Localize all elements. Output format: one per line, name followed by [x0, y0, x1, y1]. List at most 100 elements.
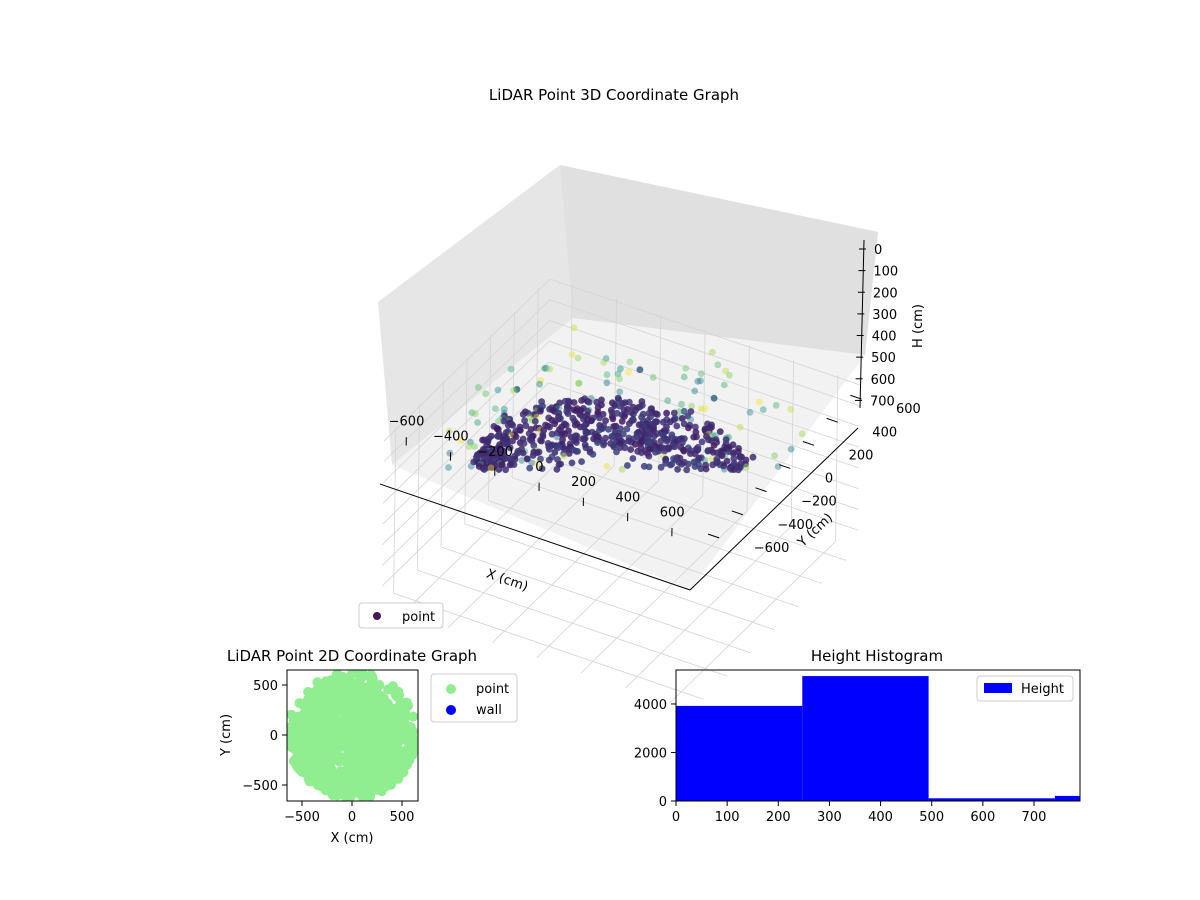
data-point — [399, 714, 410, 725]
scatter-points — [445, 324, 806, 474]
x-tick-label: 100 — [715, 810, 740, 825]
grid-line — [549, 320, 860, 427]
histogram-bar — [676, 705, 803, 801]
data-point — [500, 417, 508, 425]
data-point — [355, 739, 365, 750]
data-point — [488, 464, 496, 471]
data-point — [685, 460, 692, 468]
y-tick-mark — [755, 487, 767, 493]
y-ticks: −600 −400 −200 0 200 400 600 — [707, 394, 921, 556]
data-point — [530, 411, 538, 418]
y-tick-mark — [731, 510, 744, 516]
data-point — [363, 688, 374, 699]
legend-label-point: point — [402, 610, 435, 625]
z-tick-label: 100 — [873, 265, 898, 280]
data-point — [688, 402, 696, 410]
data-point — [609, 415, 617, 423]
legend-frame-histogram — [976, 675, 1074, 702]
y-tick-label: 4000 — [634, 698, 667, 713]
x-tick-label: −600 — [389, 415, 425, 430]
chart-2d: LiDAR Point 2D Coordinate Graph −500−500… — [219, 647, 518, 846]
data-point — [692, 423, 699, 431]
data-point — [610, 443, 618, 451]
data-point — [341, 769, 352, 780]
data-point — [401, 735, 412, 746]
data-point — [470, 458, 478, 466]
y-tick-label: 200 — [849, 448, 874, 463]
grid-line — [569, 284, 573, 451]
data-point — [617, 365, 624, 373]
data-point — [403, 700, 413, 711]
data-point — [334, 772, 345, 783]
data-point — [772, 401, 780, 409]
data-point — [326, 750, 337, 761]
histogram-bar — [802, 676, 929, 801]
data-point — [666, 418, 674, 426]
data-point — [702, 427, 709, 435]
data-point — [334, 671, 345, 682]
data-point — [385, 779, 396, 790]
z-axis-line — [859, 239, 865, 409]
data-point — [621, 444, 629, 452]
x-axis-label-2d: X (cm) — [331, 831, 374, 846]
chart-2d-title: LiDAR Point 2D Coordinate Graph — [227, 647, 477, 665]
data-point — [347, 677, 357, 688]
data-point — [629, 455, 637, 462]
grid-line — [548, 361, 859, 469]
data-point — [691, 387, 699, 395]
data-point — [596, 414, 603, 422]
legend-histogram: Height — [976, 675, 1074, 702]
data-point — [346, 670, 357, 680]
data-point — [504, 422, 512, 429]
data-point — [683, 466, 691, 474]
data-point — [687, 450, 694, 457]
y-tick-label: 600 — [896, 402, 921, 417]
data-point — [613, 448, 620, 456]
data-point — [408, 711, 418, 722]
data-point — [350, 688, 361, 699]
data-point — [678, 415, 686, 422]
data-point — [575, 380, 582, 387]
data-point — [623, 425, 631, 433]
x-tick-label: 500 — [919, 810, 944, 825]
data-point — [618, 417, 626, 425]
data-point — [344, 728, 355, 739]
data-point — [487, 464, 495, 472]
data-point — [602, 417, 609, 424]
data-point — [691, 450, 699, 458]
data-point — [678, 460, 686, 468]
x-tick-label: 0 — [348, 810, 356, 825]
data-point — [471, 410, 479, 418]
data-point — [519, 449, 527, 457]
data-point — [367, 708, 378, 719]
x-tick-label: 200 — [571, 475, 596, 490]
data-point — [697, 405, 705, 413]
data-point — [684, 412, 692, 420]
data-point — [673, 422, 681, 430]
data-point — [480, 466, 488, 473]
grid-line — [382, 361, 550, 525]
y-tick-label: 0 — [825, 472, 833, 487]
data-point — [471, 443, 478, 450]
data-point — [771, 452, 778, 459]
legend-label-height: Height — [1021, 682, 1064, 697]
data-point — [548, 430, 556, 438]
data-point — [309, 772, 320, 783]
legend-label-wall: wall — [476, 703, 502, 718]
data-point — [631, 440, 639, 448]
data-point — [746, 408, 754, 416]
data-point — [371, 683, 382, 694]
data-point — [404, 754, 415, 765]
data-point — [657, 463, 665, 471]
data-point — [680, 373, 688, 381]
grid-line — [383, 278, 551, 442]
data-point — [575, 379, 583, 387]
data-point — [294, 698, 305, 709]
data-point — [729, 450, 737, 457]
data-point — [661, 447, 668, 455]
data-point — [518, 457, 526, 464]
data-point — [495, 417, 502, 425]
data-point — [317, 764, 328, 775]
data-point — [602, 355, 610, 362]
data-point — [682, 365, 690, 372]
